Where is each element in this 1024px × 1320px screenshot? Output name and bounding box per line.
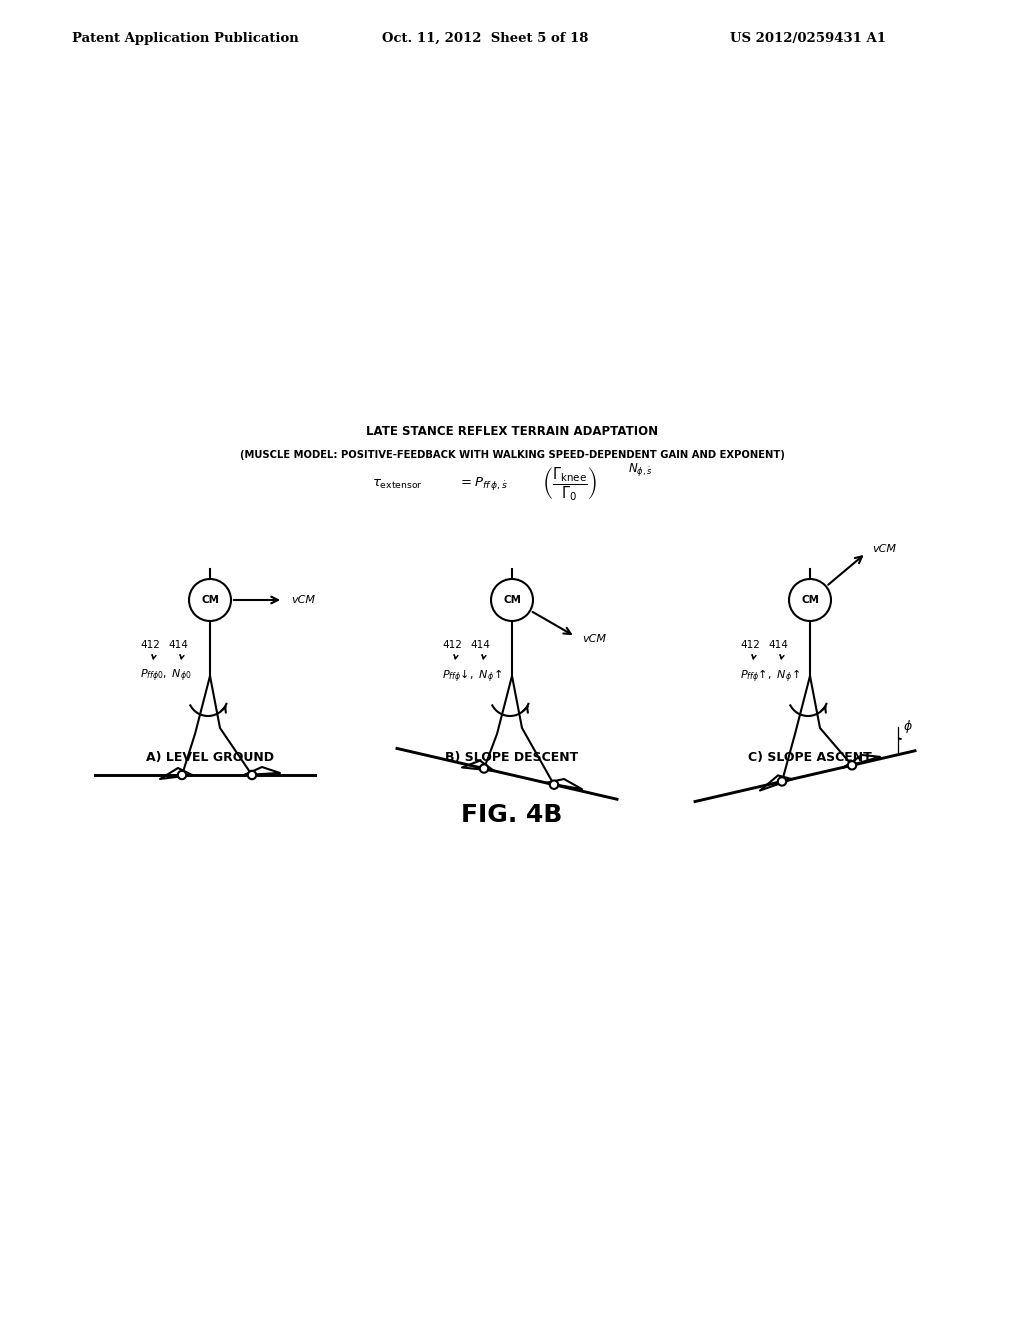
Text: C) SLOPE ASCENT: C) SLOPE ASCENT [749,751,871,764]
Text: (MUSCLE MODEL: POSITIVE-FEEDBACK WITH WALKING SPEED-DEPENDENT GAIN AND EXPONENT): (MUSCLE MODEL: POSITIVE-FEEDBACK WITH WA… [240,450,784,459]
Text: $P_{ff\phi0},\ N_{\phi0}$: $P_{ff\phi0},\ N_{\phi0}$ [140,668,191,684]
Text: CM: CM [503,595,521,605]
Circle shape [490,579,534,620]
Text: CM: CM [201,595,219,605]
Circle shape [248,771,256,779]
Text: 414: 414 [168,640,188,649]
Text: vCM: vCM [291,595,315,605]
Text: A) LEVEL GROUND: A) LEVEL GROUND [146,751,274,764]
Circle shape [189,579,231,620]
Text: B) SLOPE DESCENT: B) SLOPE DESCENT [445,751,579,764]
Text: FIG. 4B: FIG. 4B [462,803,562,828]
Text: $\left(\dfrac{\Gamma_{\rm knee}}{\Gamma_0}\right)$: $\left(\dfrac{\Gamma_{\rm knee}}{\Gamma_… [542,465,597,503]
Text: CM: CM [801,595,819,605]
Text: $\phi$: $\phi$ [903,718,912,735]
Text: 414: 414 [768,640,787,649]
Text: 412: 412 [740,640,760,649]
Text: $N_{\phi,\dot{s}}$: $N_{\phi,\dot{s}}$ [628,462,652,479]
Text: $P_{ff\phi}\!\downarrow\!,\ N_{\phi}\!\uparrow$: $P_{ff\phi}\!\downarrow\!,\ N_{\phi}\!\u… [442,668,502,685]
Text: 412: 412 [442,640,462,649]
Text: LATE STANCE REFLEX TERRAIN ADAPTATION: LATE STANCE REFLEX TERRAIN ADAPTATION [366,425,658,438]
Circle shape [550,780,558,789]
Circle shape [480,764,488,772]
Circle shape [790,579,831,620]
Text: vCM: vCM [872,544,897,554]
Text: 414: 414 [470,640,489,649]
Text: $P_{ff\phi}\!\uparrow\!,\ N_{\phi}\!\uparrow$: $P_{ff\phi}\!\uparrow\!,\ N_{\phi}\!\upa… [740,668,800,685]
Circle shape [848,762,856,770]
Circle shape [778,777,786,785]
Text: 412: 412 [140,640,160,649]
Text: Oct. 11, 2012  Sheet 5 of 18: Oct. 11, 2012 Sheet 5 of 18 [382,32,589,45]
Text: $= P_{ff\,\phi,\dot{s}}$: $= P_{ff\,\phi,\dot{s}}$ [458,475,508,492]
Text: Patent Application Publication: Patent Application Publication [72,32,299,45]
Circle shape [178,771,186,779]
Text: vCM: vCM [583,635,606,644]
Text: $\tau_{\rm extensor}$: $\tau_{\rm extensor}$ [372,478,423,491]
Text: US 2012/0259431 A1: US 2012/0259431 A1 [730,32,886,45]
